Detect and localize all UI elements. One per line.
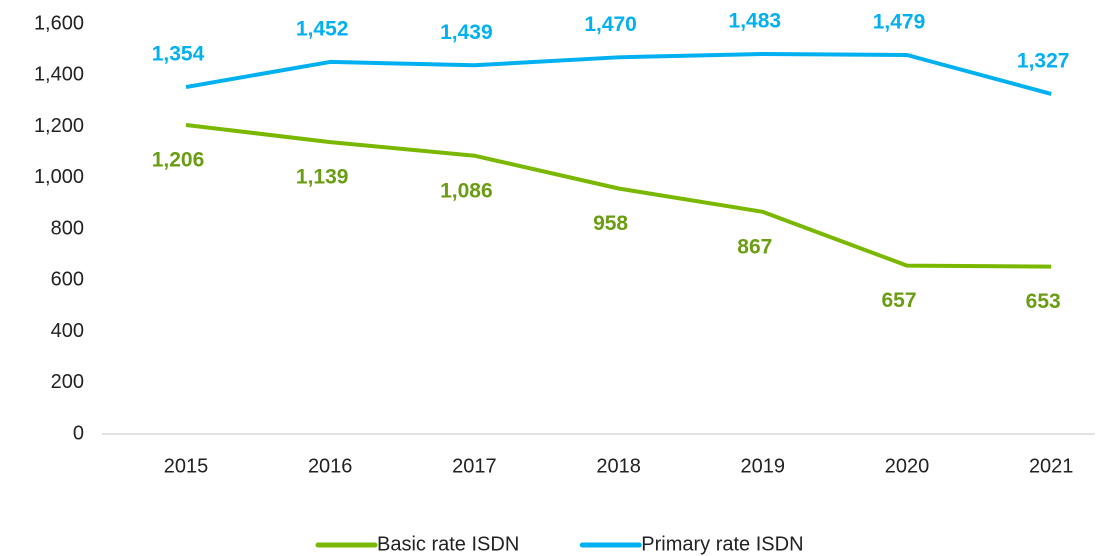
data-label: 1,452 — [296, 17, 349, 40]
y-tick-label: 1,600 — [34, 12, 84, 34]
legend-label: Primary rate ISDN — [641, 533, 803, 555]
y-tick-label: 1,400 — [34, 64, 84, 86]
y-tick-label: 200 — [51, 371, 84, 393]
legend-label: Basic rate ISDN — [377, 533, 519, 555]
data-label: 1,470 — [584, 13, 637, 36]
data-label: 1,139 — [296, 166, 349, 189]
data-label: 1,206 — [152, 149, 205, 172]
y-tick-label: 0 — [73, 422, 84, 444]
data-label: 1,327 — [1017, 50, 1070, 73]
data-label: 867 — [737, 235, 772, 258]
data-label: 1,483 — [729, 10, 782, 33]
x-tick-label: 2019 — [741, 455, 786, 477]
data-label: 1,439 — [440, 21, 493, 44]
x-tick-label: 2016 — [308, 455, 353, 477]
x-tick-label: 2018 — [596, 455, 641, 477]
data-label: 1,086 — [440, 179, 493, 202]
x-tick-label: 2020 — [885, 455, 930, 477]
y-tick-label: 800 — [51, 217, 84, 239]
y-tick-label: 400 — [51, 320, 84, 342]
y-tick-label: 600 — [51, 269, 84, 291]
x-tick-label: 2017 — [452, 455, 497, 477]
y-tick-label: 1,000 — [34, 166, 84, 188]
data-label: 1,354 — [152, 43, 205, 66]
series-line — [185, 51, 1052, 96]
x-tick-label: 2015 — [164, 455, 209, 477]
data-label: 657 — [881, 289, 916, 312]
y-tick-label: 1,200 — [34, 115, 84, 137]
x-tick-label: 2021 — [1029, 455, 1074, 477]
data-label: 1,479 — [873, 11, 926, 34]
data-label: 653 — [1026, 290, 1061, 313]
data-label: 958 — [593, 212, 628, 235]
series-line — [185, 122, 1052, 269]
